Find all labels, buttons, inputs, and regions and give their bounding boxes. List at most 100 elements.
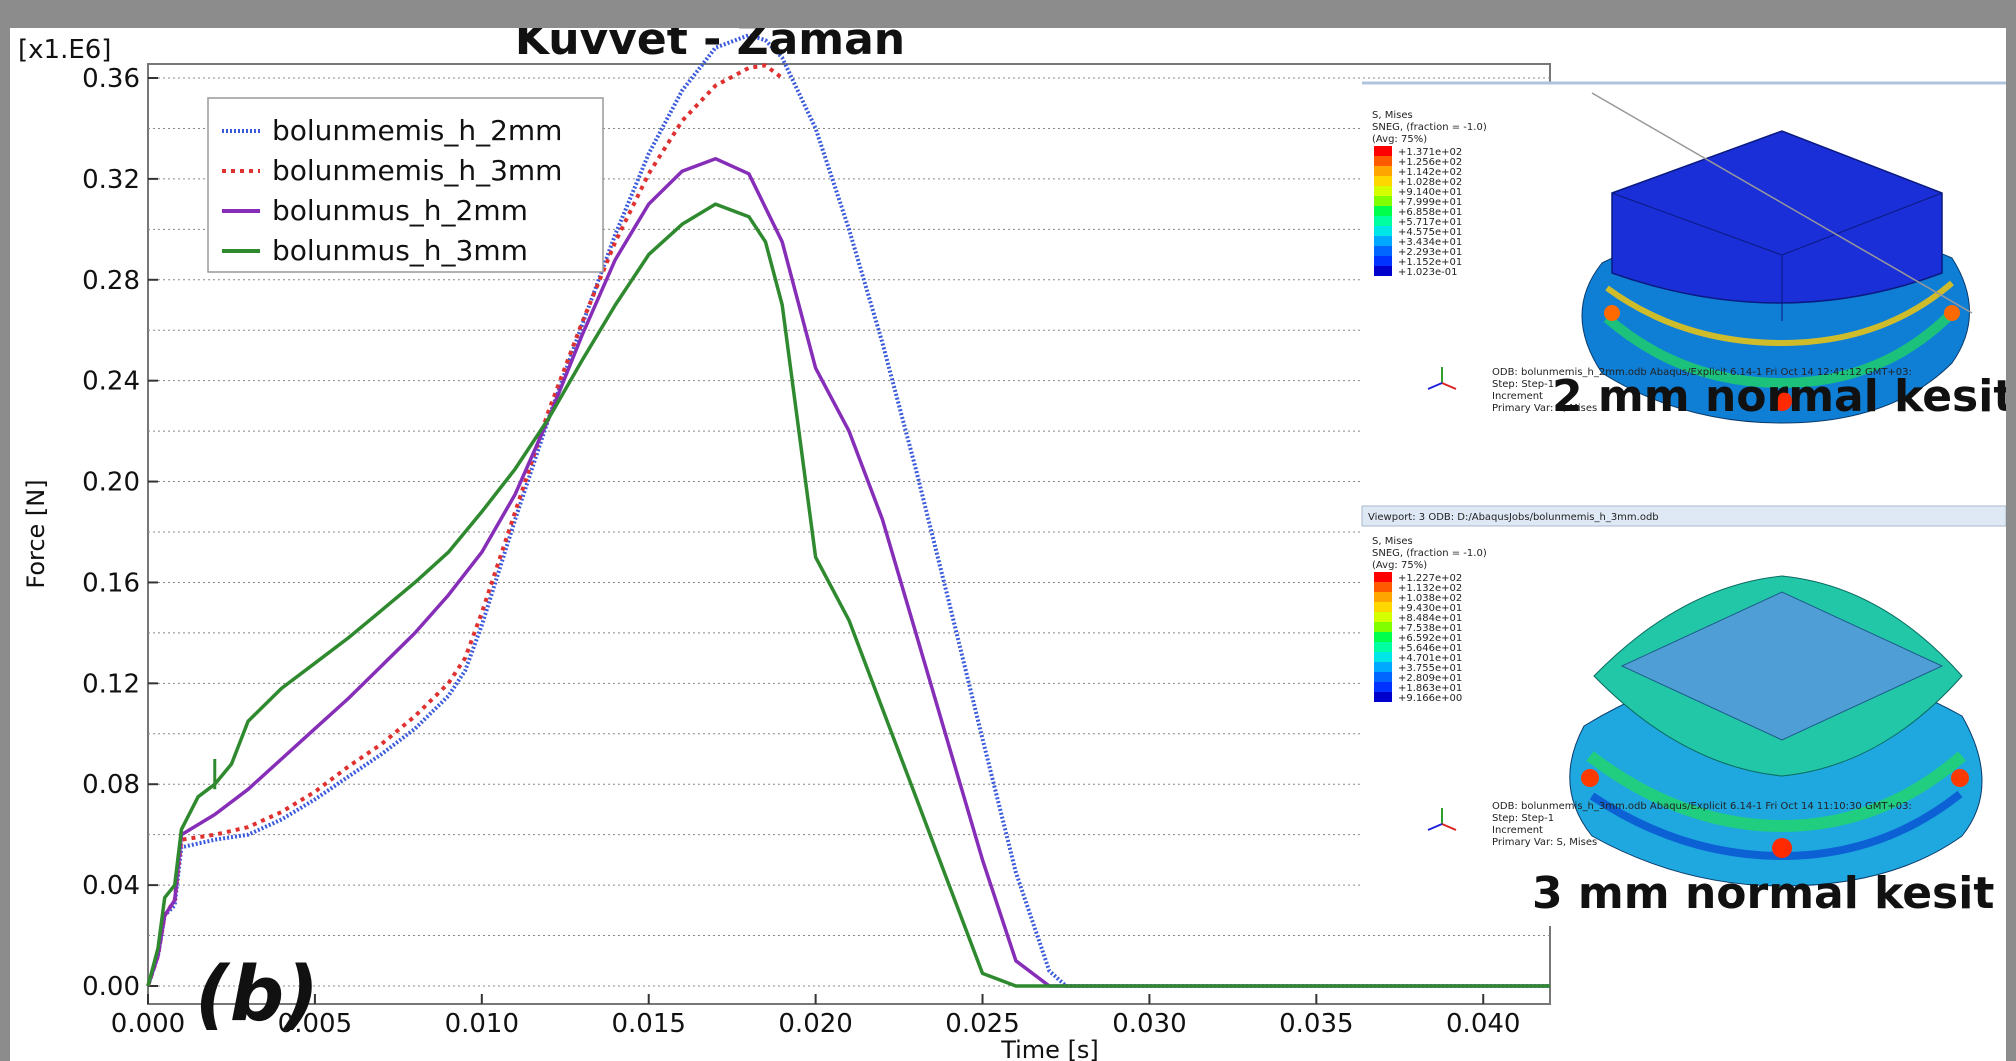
- contour-swatch: [1374, 266, 1392, 276]
- series-line-bolunmus_h_3mm: [146, 202, 1550, 988]
- contour-swatch: [1374, 256, 1392, 266]
- y-tick-label: 0.12: [82, 669, 140, 699]
- contour-value: +9.430e+01: [1398, 603, 1462, 614]
- panel-label: (b): [195, 949, 319, 1038]
- series-layer: [146, 33, 1550, 988]
- odb-info-line: ODB: bolunmemis_h_3mm.odb Abaqus/Explici…: [1492, 801, 1912, 812]
- x-tick-label: 0.035: [1279, 1009, 1353, 1039]
- contour-swatch: [1374, 206, 1392, 216]
- grid-lines: [148, 77, 1550, 987]
- odb-info-line: Step: Step-1: [1492, 813, 1554, 824]
- x-tick-label: 0.005: [278, 1009, 352, 1039]
- contour-value: +1.371e+02: [1398, 147, 1462, 158]
- contour-value: +5.646e+01: [1398, 643, 1462, 654]
- contour-swatch: [1374, 236, 1392, 246]
- y-multiplier: [x1.E6]: [18, 35, 111, 65]
- inset-label: 2 mm normal kesit: [1552, 371, 2006, 422]
- x-tick-label: 0.025: [945, 1009, 1019, 1039]
- y-tick-label: 0.16: [82, 568, 140, 598]
- contour-value: +6.858e+01: [1398, 207, 1462, 218]
- viewport-titlebar: [1361, 505, 2006, 527]
- legend-title-line: (Avg: 75%): [1372, 560, 1427, 571]
- contour-value: +2.809e+01: [1398, 673, 1462, 684]
- axis-triad: [1427, 367, 1457, 390]
- contour-swatch: [1374, 592, 1392, 602]
- axis-triad: [1427, 808, 1457, 831]
- contour-value: +7.999e+01: [1398, 197, 1462, 208]
- contour-swatch: [1374, 572, 1392, 582]
- contour-swatch: [1374, 166, 1392, 176]
- contour-swatch: [1374, 672, 1392, 682]
- contour-swatch: [1374, 642, 1392, 652]
- legend-box: [207, 97, 604, 273]
- contour-swatch: [1374, 196, 1392, 206]
- mesh-top-block: [1611, 130, 1943, 304]
- contour-swatch: [1374, 246, 1392, 256]
- legend-title-line: (Avg: 75%): [1372, 134, 1427, 145]
- contour-swatch: [1374, 612, 1392, 622]
- contour-swatch: [1374, 186, 1392, 196]
- contour-swatch: [1374, 682, 1392, 692]
- fem-mesh-model: [1569, 575, 1983, 887]
- x-tick-label: 0.000: [111, 1009, 185, 1039]
- contour-value: +3.755e+01: [1398, 663, 1462, 674]
- contour-swatch: [1374, 602, 1392, 612]
- legend-title-line: S, Mises: [1372, 536, 1413, 547]
- series-line-bolunmemis_h_2mm: [146, 33, 1550, 988]
- contour-value: +7.538e+01: [1398, 623, 1462, 634]
- x-axis-title: Time [s]: [1000, 1036, 1099, 1061]
- contour-value: +4.701e+01: [1398, 653, 1462, 664]
- odb-info-line: ODB: bolunmemis_h_2mm.odb Abaqus/Explici…: [1492, 367, 1912, 378]
- y-tick-label: 0.28: [82, 266, 140, 296]
- contour-value: +2.293e+01: [1398, 247, 1462, 258]
- figure-frame: 0.00 0.04 0.08 0.12 0.16 0.20 0.24 0.28 0.32 0.36…: [10, 28, 2006, 1061]
- contour-value: +4.575e+01: [1398, 227, 1462, 238]
- x-tick-label: 0.020: [778, 1009, 852, 1039]
- odb-info-line: Increment: [1492, 825, 1543, 836]
- contour-value: +1.023e-01: [1398, 267, 1458, 278]
- series-line-bolunmus_h_2mm: [146, 156, 1550, 988]
- contour-swatch: [1374, 582, 1392, 592]
- contour-legend: S, Mises SNEG, (fraction = -1.0) (Avg: 7…: [1372, 110, 1487, 278]
- legend: bolunmemis_h_2mm bolunmemis_h_3mm bolunmus…: [207, 97, 604, 273]
- x-tick-label: 0.015: [611, 1009, 685, 1039]
- contour-value: +6.592e+01: [1398, 633, 1462, 644]
- y-tick-label: 0.32: [82, 165, 140, 195]
- fem-inset-3mm: Viewport: 3 ODB: D:/AbaqusJobs/bolunmemi…: [1361, 505, 2006, 926]
- viewport-title: Viewport: 3 ODB: D:/AbaqusJobs/bolunmemi…: [1368, 512, 1659, 523]
- contour-swatch: [1374, 692, 1392, 702]
- contour-value: +9.166e+00: [1398, 693, 1462, 704]
- contour-value: +1.028e+02: [1398, 177, 1462, 188]
- mesh-top-face: [1620, 591, 1944, 741]
- legend-label: bolunmemis_h_3mm: [272, 154, 562, 187]
- x-tick-label: 0.040: [1446, 1009, 1520, 1039]
- contour-swatch: [1374, 662, 1392, 672]
- y-tick-label: 0.20: [82, 468, 140, 498]
- legend-label: bolunmemis_h_2mm: [272, 114, 562, 147]
- legend-title-line: S, Mises: [1372, 110, 1413, 121]
- odb-info-line: Primary Var: S, Mises: [1492, 837, 1597, 848]
- contour-swatch: [1374, 146, 1392, 156]
- contour-value: +9.140e+01: [1398, 187, 1462, 198]
- contour-value: +1.227e+02: [1398, 573, 1462, 584]
- y-axis-title: Force [N]: [22, 479, 50, 588]
- odb-info-line: Step: Step-1: [1492, 379, 1554, 390]
- legend-title-line: SNEG, (fraction = -1.0): [1372, 122, 1487, 133]
- y-tick-label: 0.00: [82, 972, 140, 1002]
- contour-value: +5.717e+01: [1398, 217, 1462, 228]
- y-tick-label: 0.04: [82, 871, 140, 901]
- legend-label: bolunmus_h_2mm: [272, 194, 528, 227]
- y-axis-ticks: 0.00 0.04 0.08 0.12 0.16 0.20 0.24 0.28 0.32 0.36: [82, 64, 158, 1002]
- inset-label: 3 mm normal kesit: [1532, 868, 1994, 919]
- contour-value: +3.434e+01: [1398, 237, 1462, 248]
- fem-inset-2mm: S, Mises SNEG, (fraction = -1.0) (Avg: 7…: [1362, 81, 2006, 507]
- contour-value: +8.484e+01: [1398, 613, 1462, 624]
- contour-value: +1.152e+01: [1398, 257, 1462, 268]
- contour-value: +1.256e+02: [1398, 157, 1462, 168]
- legend-label: bolunmus_h_3mm: [272, 234, 528, 267]
- fem-mesh-model: [1581, 92, 1973, 424]
- contour-value: +1.863e+01: [1398, 683, 1462, 694]
- contour-value: +1.038e+02: [1398, 593, 1462, 604]
- odb-info-line: Primary Var: S, Mises: [1492, 403, 1597, 414]
- contour-swatch: [1374, 622, 1392, 632]
